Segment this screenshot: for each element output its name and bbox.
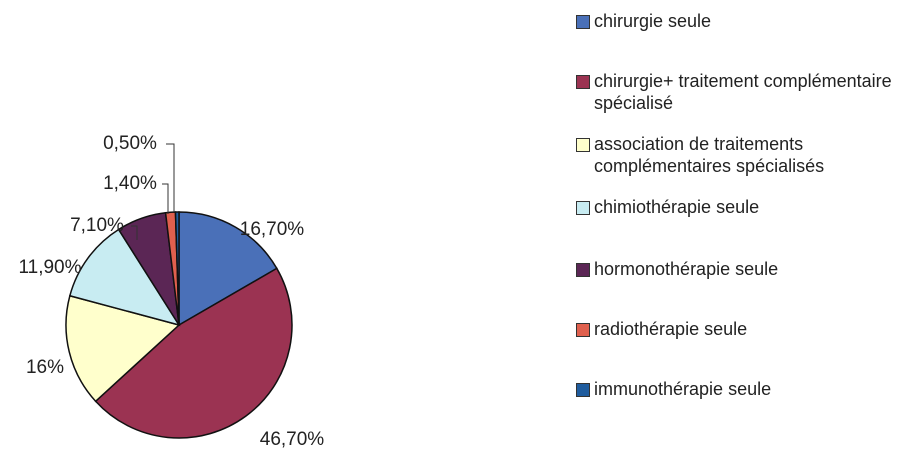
legend-item: association de traitements complémentair… (576, 133, 896, 177)
pie-slice (178, 211, 278, 327)
legend-swatch (576, 263, 590, 277)
pie-slice (68, 228, 181, 327)
leader-line (162, 183, 169, 214)
legend-swatch (576, 383, 590, 397)
data-label: 0,50% (103, 133, 157, 154)
legend-label: chimiothérapie seule (594, 197, 760, 217)
legend-item: chimiothérapie seule (576, 196, 896, 218)
legend-swatch (576, 75, 590, 89)
legend-label: immunothérapie seule (594, 379, 772, 399)
legend-item: chirurgie seule (576, 10, 896, 32)
legend-item: immunothérapie seule (576, 378, 896, 400)
data-label: 46,70% (260, 429, 325, 449)
legend-label: radiothérapie seule (594, 319, 748, 339)
legend-label: chirurgie seule (594, 11, 712, 31)
legend-swatch (576, 15, 590, 29)
legend-swatch (576, 201, 590, 215)
legend-item: chirurgie+ traitement complémentaire spé… (576, 70, 896, 114)
leader-line (166, 143, 175, 212)
legend-label: hormonothérapie seule (594, 259, 779, 279)
data-label: 16,70% (240, 219, 305, 240)
pie-slice (174, 211, 180, 326)
leader-line (131, 225, 138, 240)
legend-item: hormonothérapie seule (576, 258, 896, 280)
data-label: 7,10% (70, 215, 124, 236)
legend-item: radiothérapie seule (576, 318, 896, 340)
pie-slice (65, 294, 181, 403)
legend-swatch (576, 138, 590, 152)
pie-slice (94, 267, 293, 439)
data-label: 16% (26, 357, 64, 378)
legend-label: association de traitements complémentair… (594, 134, 825, 176)
legend-label: chirurgie+ traitement complémentaire spé… (594, 71, 892, 113)
data-label: 1,40% (103, 173, 157, 194)
legend-swatch (576, 323, 590, 337)
data-label: 11,90% (18, 257, 81, 278)
